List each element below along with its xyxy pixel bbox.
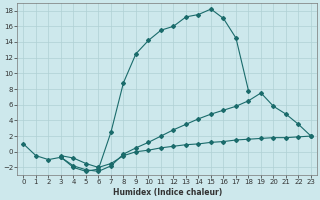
X-axis label: Humidex (Indice chaleur): Humidex (Indice chaleur) <box>113 188 222 197</box>
